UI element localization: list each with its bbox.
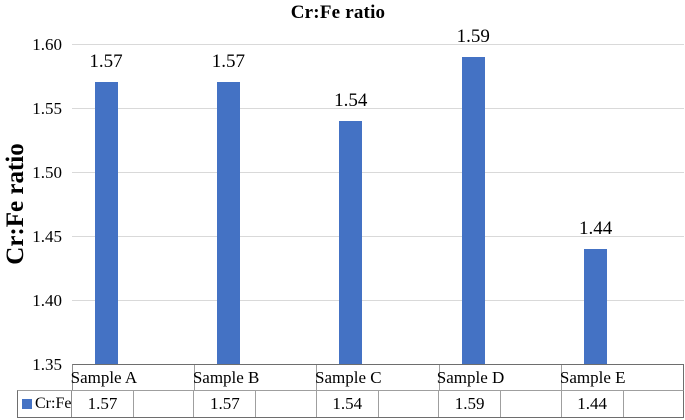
y-tick-label-1.35: 1.35	[32, 355, 62, 374]
bar-value-label-sample-a: 1.57	[89, 51, 123, 73]
y-tick-label-1.60: 1.60	[32, 35, 62, 54]
gridline-1.45	[72, 236, 684, 237]
category-cell-sample-d: Sample D	[436, 365, 561, 390]
value-cells-sample-e: 1.44	[560, 391, 683, 417]
y-tick-label-1.55: 1.55	[32, 99, 62, 118]
category-label: Sample D	[436, 367, 505, 387]
bar-sample-c	[339, 120, 363, 364]
gridline-1.60	[72, 44, 684, 45]
legend-cell: Cr:Fe	[18, 391, 72, 417]
table-value-sample-d: 1.59	[439, 391, 502, 417]
bar-value-label-sample-b: 1.57	[211, 51, 246, 73]
table-empty-cell	[379, 391, 438, 417]
table-empty-cell	[134, 391, 193, 417]
category-cell-sample-e: Sample E	[559, 365, 683, 390]
y-tick-label-1.40: 1.40	[32, 291, 62, 310]
series-color-swatch-icon	[22, 399, 32, 409]
category-label: Sample E	[559, 367, 626, 387]
table-value-sample-a: 1.57	[72, 391, 134, 417]
table-empty-cell	[501, 391, 560, 417]
table-value-sample-c: 1.54	[317, 391, 379, 417]
value-cells-sample-a: 1.57	[72, 391, 193, 417]
y-axis-title: Cr:Fe ratio	[2, 143, 29, 265]
bar-value-label-sample-d: 1.59	[456, 25, 490, 47]
chart-data-table: Sample A Sample B Sample C Sample D Sample E…	[17, 364, 684, 418]
y-tick-label-1.45: 1.45	[32, 227, 62, 246]
bar-sample-d	[461, 56, 485, 364]
table-value-sample-b: 1.57	[194, 391, 257, 417]
category-cell-sample-a: Sample A	[70, 365, 194, 390]
category-name-row: Sample A Sample B Sample C Sample D Sample E	[70, 364, 684, 390]
gridline-1.50	[72, 172, 684, 173]
value-cells-sample-c: 1.54	[315, 391, 438, 417]
y-tick-label-1.50: 1.50	[32, 163, 62, 182]
bar-value-label-sample-e: 1.44	[578, 217, 613, 239]
plot-area: 1.57 1.57 1.54 1.59 1.44	[72, 27, 684, 364]
category-label: Sample C	[315, 367, 382, 387]
value-cells-sample-d: 1.59	[438, 391, 560, 417]
legend-series-label: Cr:Fe	[35, 395, 72, 412]
bar-value-label-sample-c: 1.54	[334, 89, 368, 111]
table-value-sample-e: 1.44	[562, 391, 624, 417]
value-cells-sample-b: 1.57	[193, 391, 315, 417]
category-label: Sample A	[70, 367, 138, 387]
table-empty-cell	[624, 391, 683, 417]
chart-title: Cr:Fe ratio	[290, 2, 386, 23]
table-empty-cell	[256, 391, 315, 417]
category-label: Sample B	[192, 367, 260, 387]
table-value-row: Cr:Fe 1.57 1.57 1.54 1.59 1.44	[17, 390, 684, 418]
bar-sample-b	[216, 82, 240, 364]
gridline-1.55	[72, 108, 684, 109]
bar-sample-a	[94, 82, 118, 364]
category-cell-sample-b: Sample B	[192, 365, 316, 390]
gridline-1.40	[72, 300, 684, 301]
category-cell-sample-c: Sample C	[315, 365, 438, 390]
bar-sample-e	[584, 248, 608, 364]
